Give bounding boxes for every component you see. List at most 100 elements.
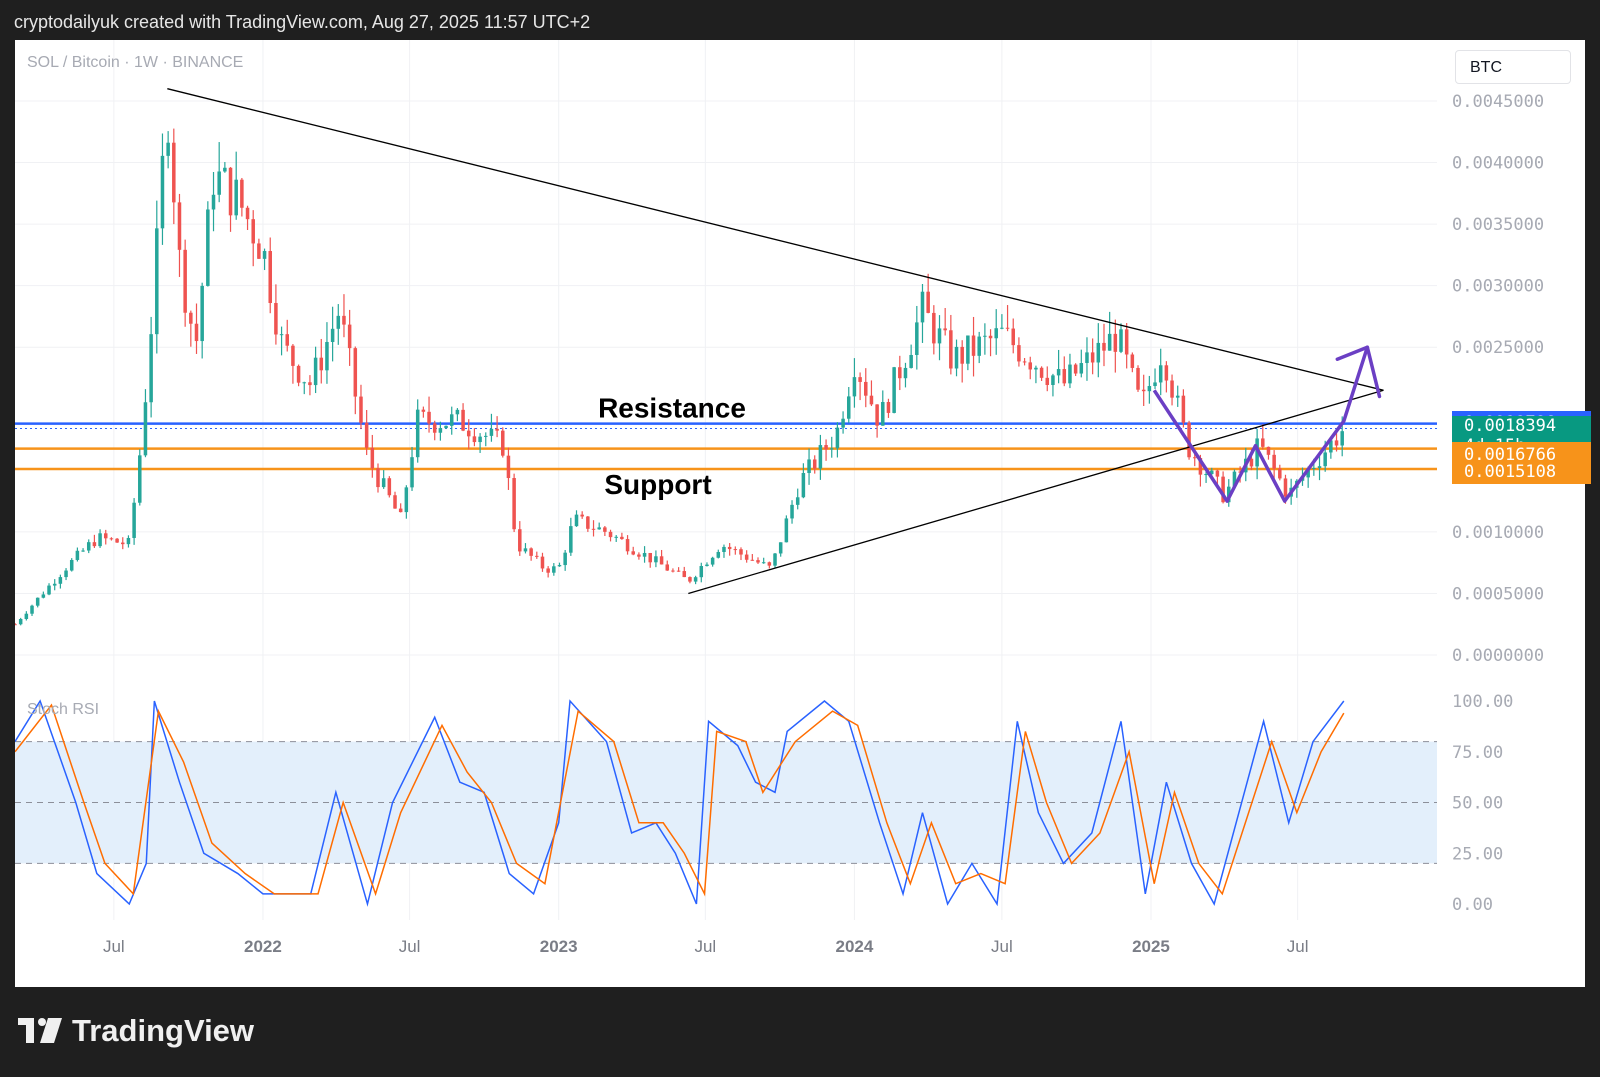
tradingview-logo[interactable]: TradingView: [18, 1013, 254, 1049]
candle-body: [183, 249, 187, 313]
candle-body: [1045, 377, 1050, 385]
candle-body: [846, 396, 851, 419]
candle-body: [495, 428, 499, 431]
price-label-value: 0.0016766: [1464, 444, 1557, 465]
candle-body: [824, 445, 828, 450]
candle-body: [1085, 352, 1089, 364]
time-tick-label: Jul: [103, 937, 125, 956]
candle-body: [608, 531, 613, 538]
candle-body: [18, 619, 23, 625]
chart-canvas[interactable]: 0.0045000 0.0040000 0.0035000 0.0030000 0.00…: [15, 40, 1585, 987]
candle-body: [864, 381, 868, 396]
candle-body: [1312, 468, 1316, 470]
stoch-tick-label: 100.00: [1452, 692, 1513, 712]
price-tick-label: 0.0040000: [1452, 154, 1544, 174]
chart-panel[interactable]: 0.0045000 0.0040000 0.0035000 0.0030000 0.00…: [15, 40, 1591, 987]
candle-body: [1278, 468, 1282, 479]
tradingview-logo-icon: [18, 1018, 62, 1043]
candle-body: [240, 179, 244, 208]
candle-body: [954, 346, 959, 369]
candle-body: [869, 395, 874, 405]
candle-body: [778, 542, 783, 554]
candle-body: [30, 605, 34, 614]
candle-body: [47, 585, 51, 595]
candle-body: [620, 536, 624, 540]
projection-arrowhead: [1365, 345, 1382, 399]
candle-body: [518, 529, 522, 552]
time-tick-label: Jul: [1287, 937, 1309, 956]
candle-body: [727, 546, 732, 550]
candle-body: [1017, 345, 1021, 362]
candle-body: [1209, 470, 1214, 475]
candle-body: [903, 367, 908, 379]
candle-body: [444, 425, 448, 429]
triangle-lower-line: [688, 389, 1384, 595]
candle-body: [580, 514, 584, 517]
price-tick-label: 0.0005000: [1452, 584, 1544, 604]
candle-body: [472, 436, 477, 443]
time-tick-label: Jul: [694, 937, 716, 956]
candle-body: [1090, 352, 1095, 363]
candle-body: [761, 562, 766, 564]
candle-body: [552, 566, 556, 573]
candle-body: [648, 552, 652, 563]
candle-body: [523, 548, 528, 552]
candle-body: [671, 570, 675, 572]
time-tick-label: 2025: [1132, 937, 1170, 956]
currency-button[interactable]: BTC: [1455, 50, 1571, 84]
candle-body: [812, 459, 817, 469]
candle-body: [722, 546, 726, 552]
candle-body: [1198, 458, 1203, 475]
candle-body: [1141, 389, 1146, 392]
candle-body: [1034, 367, 1038, 370]
candle-body: [404, 487, 409, 513]
candle-body: [41, 594, 46, 598]
candle-body: [926, 291, 930, 313]
candle-body: [15, 624, 17, 626]
candle-body: [251, 219, 255, 244]
stoch-rsi-label[interactable]: Stoch RSI: [27, 701, 100, 718]
candles: [15, 128, 1344, 626]
candle-body: [569, 526, 573, 553]
time-tick-label: 2022: [244, 937, 282, 956]
candle-body: [1039, 367, 1044, 378]
candle-body: [24, 613, 29, 620]
candle-body: [353, 348, 358, 397]
candle-body: [597, 527, 601, 530]
stoch-tick-label: 25.00: [1452, 844, 1503, 864]
candle-body: [1221, 476, 1225, 503]
candle-body: [676, 570, 681, 572]
candle-body: [1147, 386, 1152, 392]
candle-body: [1329, 440, 1333, 453]
candle-body: [506, 455, 511, 479]
candle-body: [285, 334, 290, 346]
stoch-bands: [15, 741, 1437, 864]
candle-body: [387, 478, 392, 496]
symbol-label[interactable]: SOL / Bitcoin · 1W · BINANCE: [27, 54, 244, 71]
candle-body: [1187, 422, 1191, 458]
candle-body: [988, 335, 993, 339]
candle-body: [1005, 327, 1010, 329]
candle-body: [852, 377, 857, 397]
candle-body: [574, 514, 579, 527]
candle-body: [1022, 361, 1027, 363]
candle-body: [1215, 470, 1220, 477]
candle-body: [449, 414, 454, 426]
candle-body: [540, 556, 545, 569]
candle-body: [52, 583, 57, 586]
candle-body: [415, 409, 420, 458]
stoch-d-line: [15, 703, 1345, 897]
candle-body: [302, 382, 307, 384]
candle-body: [807, 459, 811, 474]
candle-body: [1011, 328, 1015, 346]
candle-body: [64, 570, 68, 578]
candle-body: [58, 577, 63, 584]
candle-body: [1272, 454, 1276, 469]
candle-body: [705, 564, 709, 567]
candle-body: [614, 536, 618, 538]
candle-body: [932, 312, 936, 344]
candle-body: [1113, 333, 1118, 352]
time-axis: Jul 2022 Jul 2023 Jul 2024 Jul 2025 Jul: [103, 937, 1309, 956]
triangle-upper-line: [167, 88, 1384, 391]
candle-body: [784, 518, 789, 543]
